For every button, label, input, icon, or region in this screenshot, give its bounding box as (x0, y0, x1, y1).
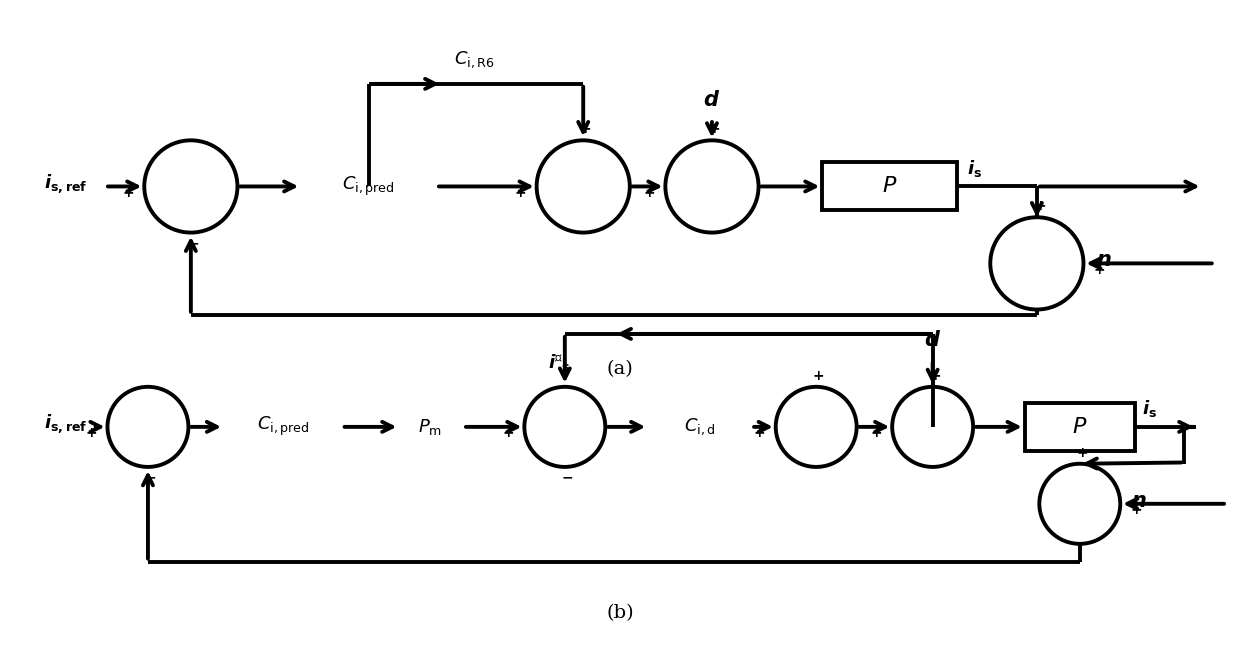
FancyBboxPatch shape (822, 162, 957, 210)
FancyBboxPatch shape (1024, 403, 1135, 451)
Text: +: + (754, 426, 765, 440)
Text: $P$: $P$ (1073, 416, 1087, 438)
Text: $\bfit{i}_{\bf s,ref}$: $\bfit{i}_{\bf s,ref}$ (43, 172, 87, 195)
Text: $C_{\rm i,pred}$: $C_{\rm i,pred}$ (257, 415, 309, 438)
Text: (a): (a) (606, 360, 634, 378)
Text: $\bfit{n}$: $\bfit{n}$ (1096, 250, 1111, 270)
Text: +: + (123, 186, 134, 200)
Text: (b): (b) (606, 604, 634, 622)
Text: $C_{\rm i,R6}$: $C_{\rm i,R6}$ (455, 49, 495, 70)
Text: $\bfit{d}$: $\bfit{d}$ (924, 330, 941, 350)
Text: +: + (580, 122, 591, 136)
Text: $\bfit{n}$: $\bfit{n}$ (1131, 491, 1147, 511)
Text: $C_{\rm i,pred}$: $C_{\rm i,pred}$ (342, 175, 394, 198)
Text: $\bfit{i}_{\bf s,ref}$: $\bfit{i}_{\bf s,ref}$ (43, 412, 87, 435)
Text: −: − (145, 471, 156, 485)
Text: +: + (1034, 199, 1047, 214)
Text: −: − (187, 236, 200, 250)
Text: +: + (1076, 446, 1087, 460)
Text: +: + (644, 186, 655, 200)
Text: +: + (1094, 263, 1105, 277)
Text: +: + (515, 186, 527, 200)
Text: +: + (1131, 503, 1142, 517)
Text: −: − (562, 471, 573, 485)
Text: +: + (929, 369, 941, 383)
Text: $\bfit{d}$: $\bfit{d}$ (703, 90, 720, 110)
Text: $P$: $P$ (882, 176, 898, 197)
Text: +: + (708, 122, 720, 136)
Text: $C_{\rm i,d}$: $C_{\rm i,d}$ (684, 417, 715, 437)
Text: +: + (86, 426, 98, 440)
Text: $\bfit{i}_{\bf s}$: $\bfit{i}_{\bf s}$ (967, 158, 982, 179)
Text: $\bfit{i}'_{\bf s}$: $\bfit{i}'_{\bf s}$ (548, 352, 570, 373)
Text: +: + (870, 426, 882, 440)
Text: $\bfit{i}_{\bf s}$: $\bfit{i}_{\bf s}$ (1142, 398, 1158, 419)
Text: +: + (502, 426, 515, 440)
Text: $P_{\rm m}$: $P_{\rm m}$ (418, 417, 441, 437)
Text: +: + (812, 369, 825, 383)
